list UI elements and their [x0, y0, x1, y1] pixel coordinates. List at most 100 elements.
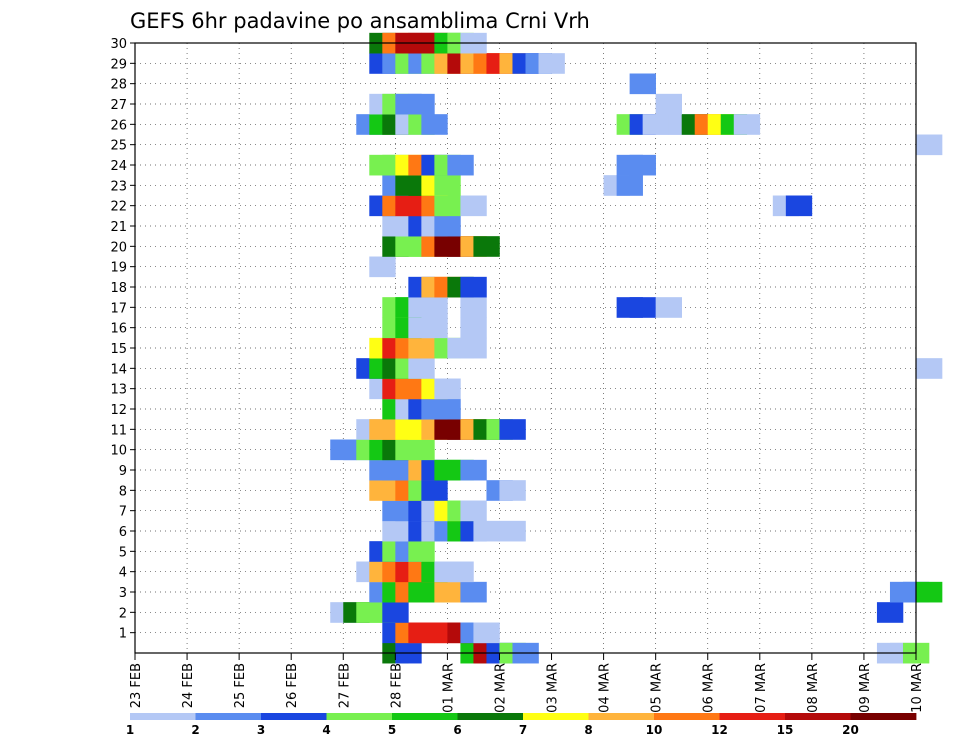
data-cell	[616, 175, 643, 196]
data-cell	[473, 520, 500, 542]
data-cell	[408, 541, 435, 562]
legend-label: 12	[711, 723, 728, 737]
data-cell	[499, 419, 526, 440]
legend-swatch	[392, 713, 458, 720]
legend-swatch	[850, 713, 917, 720]
data-cell	[499, 480, 526, 501]
data-cell	[629, 297, 656, 318]
y-tick-label: 12	[110, 403, 127, 418]
x-tick-label: 08 MAR	[806, 663, 821, 713]
y-tick-label: 15	[110, 342, 127, 357]
y-tick-label: 18	[110, 281, 127, 296]
legend-label: 7	[519, 723, 527, 737]
data-cell	[460, 581, 487, 603]
data-cell	[499, 520, 526, 542]
y-tick-label: 17	[110, 301, 127, 316]
data-cell	[473, 622, 500, 644]
data-cell	[447, 154, 474, 176]
x-tick-label: 09 MAR	[858, 663, 873, 713]
legend-label: 6	[453, 723, 461, 737]
y-tick-label: 9	[119, 464, 127, 479]
data-cell	[447, 561, 474, 583]
data-cell	[382, 602, 409, 623]
x-tick-label: 07 MAR	[754, 663, 769, 713]
y-tick-label: 5	[119, 545, 127, 560]
legend-swatch	[523, 713, 589, 720]
x-tick-label: 10 MAR	[910, 663, 925, 713]
data-cell	[629, 73, 656, 95]
data-cell	[460, 297, 487, 318]
data-cell	[421, 317, 448, 339]
y-tick-label: 27	[110, 98, 127, 113]
y-tick-label: 22	[110, 200, 127, 215]
legend-label: 4	[322, 723, 330, 737]
data-cell	[916, 134, 943, 156]
y-axis-ticks: 1234567891011121314151617181920212223242…	[110, 37, 135, 642]
chart-title: GEFS 6hr padavine po ansamblima Crni Vrh	[130, 9, 590, 33]
legend-label: 3	[257, 723, 265, 737]
legend-swatch	[195, 713, 262, 720]
data-cell	[408, 439, 435, 461]
legend-label: 10	[646, 723, 663, 737]
color-legend: 1 2 3 4 5 6 7 8 10 12 15 20	[126, 713, 917, 737]
data-cell	[460, 317, 487, 339]
y-tick-label: 26	[110, 118, 127, 133]
y-tick-label: 1	[119, 627, 127, 642]
y-tick-label: 21	[110, 220, 127, 235]
data-cell	[434, 215, 461, 237]
data-cell	[434, 378, 461, 400]
data-cell	[369, 256, 396, 278]
x-tick-label: 05 MAR	[650, 663, 665, 713]
legend-swatch	[457, 713, 524, 720]
x-tick-label: 24 FEB	[181, 663, 196, 708]
y-tick-label: 2	[119, 606, 127, 621]
data-cell	[460, 500, 487, 522]
legend-label: 2	[191, 723, 199, 737]
legend-swatch	[588, 713, 655, 720]
legend-swatch	[654, 713, 720, 720]
y-tick-label: 11	[110, 423, 127, 438]
y-tick-label: 16	[110, 322, 127, 337]
x-tick-label: 06 MAR	[702, 663, 717, 713]
data-cell	[916, 581, 943, 603]
x-tick-label: 23 FEB	[129, 663, 144, 708]
data-cell	[655, 297, 682, 318]
data-cell	[785, 195, 813, 217]
data-cell	[916, 358, 943, 379]
legend-swatch	[719, 713, 786, 720]
x-tick-label: 26 FEB	[285, 663, 300, 708]
y-tick-label: 8	[119, 484, 127, 499]
legend-label: 20	[842, 723, 859, 737]
legend-swatch	[130, 713, 196, 720]
data-cell	[421, 480, 448, 501]
data-cell	[434, 195, 461, 217]
y-tick-label: 7	[119, 505, 127, 520]
legend-label: 1	[126, 723, 134, 737]
data-cell	[629, 154, 656, 176]
x-tick-label: 03 MAR	[546, 663, 561, 713]
legend-label: 8	[584, 723, 592, 737]
y-tick-label: 30	[110, 37, 127, 52]
y-tick-label: 3	[119, 586, 127, 601]
y-tick-label: 20	[110, 240, 127, 255]
y-tick-label: 4	[119, 566, 127, 581]
y-tick-label: 23	[110, 179, 127, 194]
legend-swatch	[785, 713, 851, 720]
data-cell	[421, 114, 448, 135]
data-cell	[460, 337, 487, 359]
x-axis-ticks: 23 FEB 24 FEB 25 FEB 26 FEB 27 FEB 28 FEB 01 M…	[129, 653, 925, 713]
data-cell	[876, 602, 904, 623]
x-tick-label: 28 FEB	[389, 663, 404, 708]
y-tick-label: 6	[119, 525, 127, 540]
x-tick-label: 02 MAR	[493, 663, 508, 713]
data-cell	[538, 53, 565, 74]
data-cells	[330, 32, 943, 664]
grid-lines	[135, 42, 916, 653]
data-cell	[460, 276, 487, 298]
data-cell	[421, 297, 448, 318]
y-tick-label: 14	[110, 362, 127, 377]
data-cell	[434, 398, 461, 420]
legend-swatch	[326, 713, 393, 720]
data-cell	[434, 175, 461, 196]
